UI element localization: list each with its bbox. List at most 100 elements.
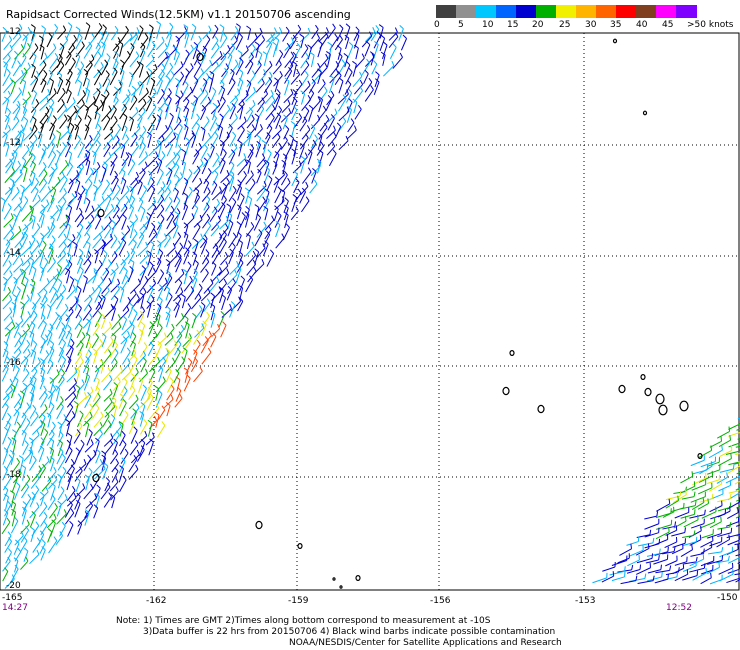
wind-barb — [300, 155, 306, 174]
wind-barb — [193, 60, 202, 78]
wind-barb — [22, 91, 32, 106]
wind-barb — [307, 149, 313, 165]
wind-barb — [39, 44, 45, 60]
wind-barb — [46, 429, 55, 446]
wind-barb — [22, 26, 31, 41]
lat-label-top: -12 — [6, 27, 21, 37]
legend-label-45: 45 — [662, 20, 674, 30]
wind-barb — [156, 204, 165, 219]
wind-barb — [163, 51, 171, 69]
wind-barb — [46, 43, 57, 59]
wind-barb — [228, 170, 235, 185]
wind-barb — [110, 357, 118, 372]
wind-barb — [30, 214, 36, 229]
wind-barb — [40, 512, 48, 527]
wind-barb — [4, 114, 10, 130]
wind-barb — [227, 52, 233, 67]
wind-barb — [609, 566, 626, 576]
wind-barb — [101, 94, 106, 112]
wind-barb — [334, 35, 343, 51]
wind-barb — [664, 536, 678, 549]
wind-barb — [76, 331, 86, 348]
wind-barb — [238, 90, 249, 105]
wind-barb — [158, 63, 166, 78]
legend-swatch — [556, 5, 577, 18]
lat-label-16: -16 — [6, 358, 21, 368]
wind-barb — [236, 153, 247, 167]
wind-barb — [226, 285, 233, 301]
wind-barb — [136, 445, 145, 462]
wind-barb — [166, 167, 173, 186]
wind-barb — [172, 174, 180, 192]
wind-barb — [181, 202, 189, 221]
wind-barb — [602, 561, 616, 572]
wind-barb — [140, 418, 148, 435]
wind-barb — [120, 336, 128, 354]
wind-barb — [245, 241, 255, 257]
wind-barb — [128, 185, 134, 203]
wind-barb — [139, 265, 147, 283]
island-outline — [97, 208, 105, 218]
wind-barb — [166, 22, 174, 39]
wind-barb — [59, 114, 68, 129]
wind-barb — [148, 330, 158, 346]
wind-barb — [58, 303, 69, 321]
wind-barb — [388, 32, 399, 49]
wind-barb — [689, 509, 706, 519]
wind-barb — [92, 321, 100, 336]
wind-barb — [103, 388, 113, 402]
wind-barb — [626, 564, 642, 574]
wind-barb — [118, 393, 125, 409]
wind-barb — [191, 165, 201, 183]
wind-barb — [59, 142, 67, 157]
wind-barb — [229, 35, 238, 50]
wind-barb — [93, 22, 103, 40]
wind-barb — [354, 79, 364, 95]
wind-barb — [193, 158, 204, 175]
wind-barb — [274, 151, 280, 168]
wind-barb — [146, 68, 153, 86]
wind-barb — [130, 449, 140, 464]
island-outline — [339, 585, 343, 589]
wind-barb — [344, 23, 351, 41]
wind-barb — [275, 233, 285, 249]
wind-barb — [263, 230, 271, 247]
wind-barb — [65, 78, 71, 94]
wind-barb — [83, 294, 93, 311]
wind-barb — [185, 44, 194, 60]
wind-barb — [238, 103, 244, 120]
wind-barb — [317, 79, 326, 94]
wind-barb — [120, 143, 126, 159]
wind-barb — [184, 321, 190, 339]
wind-barb — [110, 486, 119, 501]
wind-barb — [21, 251, 33, 267]
wind-barb — [218, 124, 224, 140]
wind-barb — [28, 124, 38, 140]
wind-barb — [2, 465, 8, 481]
wind-barb — [299, 152, 308, 166]
wind-barb — [41, 143, 47, 159]
wind-barb — [710, 508, 726, 520]
wind-barb — [175, 255, 182, 273]
wind-barb — [656, 498, 671, 512]
wind-barb — [254, 248, 260, 265]
wind-barb — [92, 140, 101, 158]
wind-barb — [717, 527, 733, 538]
wind-barb — [5, 548, 12, 564]
wind-barb — [75, 477, 81, 493]
wind-barb — [2, 90, 12, 105]
wind-barb — [725, 448, 740, 455]
wind-barb — [626, 536, 640, 546]
island-outline — [612, 38, 618, 44]
wind-barb — [119, 430, 126, 447]
wind-barb — [59, 521, 66, 537]
wind-barb — [140, 384, 147, 402]
wind-barb — [104, 203, 115, 219]
wind-barb — [14, 332, 22, 348]
wind-barb — [64, 141, 72, 158]
wind-barb — [65, 193, 76, 211]
wind-barb — [379, 34, 386, 52]
wind-barb — [700, 456, 717, 468]
time-label-right: 12:52 — [666, 603, 692, 613]
wind-barb — [282, 114, 288, 130]
